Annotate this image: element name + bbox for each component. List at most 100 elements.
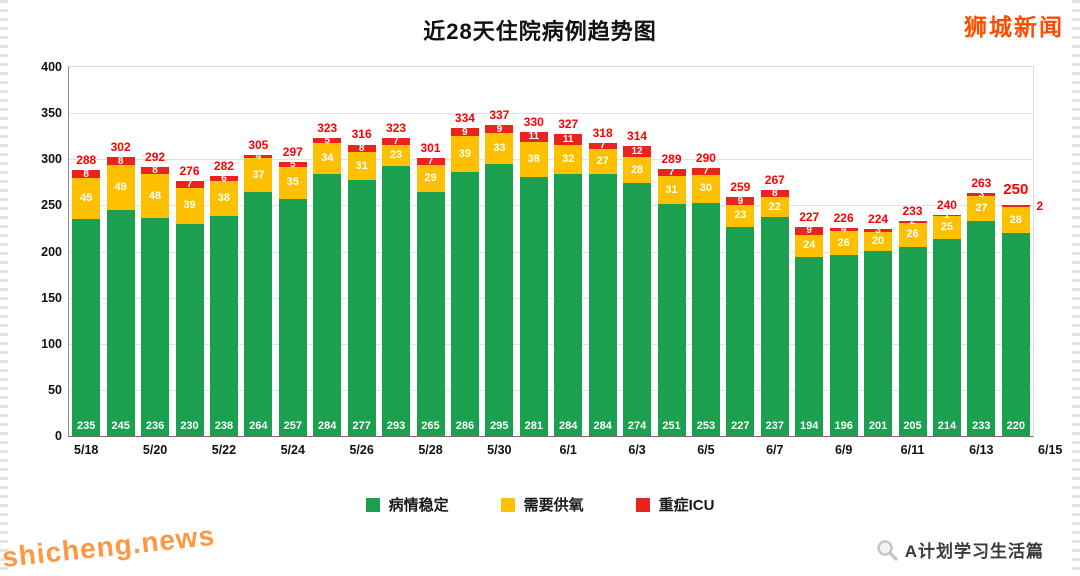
x-axis-tick-label: 6/9 [834,443,853,457]
segment-stable [1001,233,1030,436]
legend: 病情稳定 需要供氧 重症ICU [0,494,1080,515]
icu-value: 11 [562,133,574,145]
icu-value: 5 [324,134,330,146]
oxygen-value: 31 [355,159,368,172]
stable-value: 236 [145,420,165,432]
segment-icu [795,226,824,235]
oxygen-value: 24 [803,239,816,252]
legend-item: 需要供氧 [500,494,584,515]
oxygen-value: 35 [286,176,299,189]
total-label: 226 [833,210,854,225]
segment-stable [588,174,617,436]
stacked-bar-6/9: 196 26 4 [829,224,858,436]
gridline [69,389,1033,391]
total-label: 334 [454,110,475,125]
total-label: 276 [179,164,200,179]
oxygen-value: 34 [321,151,334,164]
icu-value: 7 [427,156,434,168]
total-label: 289 [661,152,682,167]
segment-icu [313,138,342,143]
segment-oxygen [416,164,445,192]
total-label: 302 [110,140,131,155]
stable-value: 196 [834,420,853,432]
stacked-bar-5/31: 281 38 11 [519,131,548,436]
stable-value: 281 [524,420,543,432]
segment-icu [691,168,720,175]
segment-icu [278,162,307,167]
segment-icu [932,214,961,216]
stacked-bar-6/8: 194 24 9 [795,225,824,436]
x-axis-tick-label: 6/11 [900,443,925,457]
total-label: 316 [351,127,372,142]
segment-oxygen [726,205,755,227]
footer-logo-text: A计划学习生活篇 [904,542,1044,561]
segment-icu [1001,205,1030,208]
stacked-bar-6/3: 274 28 12 [623,146,652,436]
stable-value: 237 [765,420,784,432]
x-axis-tick-label: 5/18 [74,443,99,457]
icu-value: 8 [117,155,124,167]
segment-icu [657,169,686,176]
stacked-bar-5/25: 284 34 5 [313,135,342,436]
segment-icu [760,189,789,198]
gridline [69,113,1033,115]
segment-icu [382,138,411,145]
icu-value: 7 [668,167,675,179]
gridline [69,297,1033,299]
y-axis-tick-label: 250 [41,198,62,213]
segment-stable [106,210,135,436]
oxygen-value: 23 [389,148,403,161]
stacked-bar-6/5: 253 30 7 [691,166,720,436]
segment-oxygen [829,231,858,256]
stacked-bar-6/7: 237 22 8 [760,188,789,436]
legend-label: 需要供氧 [523,497,584,514]
segment-stable [932,238,961,436]
total-label: 305 [248,137,269,152]
segment-oxygen [347,151,376,181]
legend-label: 病情稳定 [388,497,449,514]
segment-icu [967,193,996,197]
segment-stable [691,202,720,436]
gridline [69,205,1033,207]
segment-oxygen [657,175,686,205]
segment-stable [450,172,479,436]
segment-icu [864,229,893,233]
stacked-bar-5/24: 257 35 5 [278,159,307,436]
segment-oxygen [382,144,411,166]
total-label: 297 [282,145,303,160]
oxygen-value: 32 [562,152,575,165]
icu-value: 4 [840,223,847,235]
segment-oxygen [106,164,135,210]
icu-value: 8 [83,168,89,180]
y-axis-tick-label: 50 [48,382,62,397]
segment-stable [726,226,755,436]
stacked-bar-5/28: 265 29 7 [416,156,445,436]
oxygen-value: 30 [699,182,713,195]
icu-value: 7 [393,135,399,147]
stable-value: 253 [696,420,716,432]
oxygen-value: 49 [114,180,127,193]
segment-oxygen [519,141,548,177]
legend-item: 重症ICU [635,494,714,515]
segment-stable [760,217,789,436]
legend-swatch [500,497,515,512]
stacked-bar-6/4: 251 31 7 [657,167,686,436]
stacked-bar-6/2: 284 27 7 [588,140,617,436]
stacked-bar-5/29: 286 39 9 [450,127,479,436]
segment-icu [898,221,927,223]
segment-oxygen [864,232,893,251]
segment-stable [967,221,996,436]
total-label: 240 [936,197,957,212]
total-label: 323 [386,121,407,136]
icu-value: 1 [944,209,950,221]
segment-stable [313,174,342,436]
total-label: 233 [902,204,923,219]
stacked-bar-5/20: 236 48 8 [141,165,170,436]
oxygen-value: 27 [596,155,609,168]
segment-oxygen [244,158,273,193]
icu-value: 6 [221,173,227,185]
total-label: 290 [695,151,716,166]
stacked-bar-5/27: 293 23 7 [382,135,411,436]
stable-value: 274 [627,420,647,432]
